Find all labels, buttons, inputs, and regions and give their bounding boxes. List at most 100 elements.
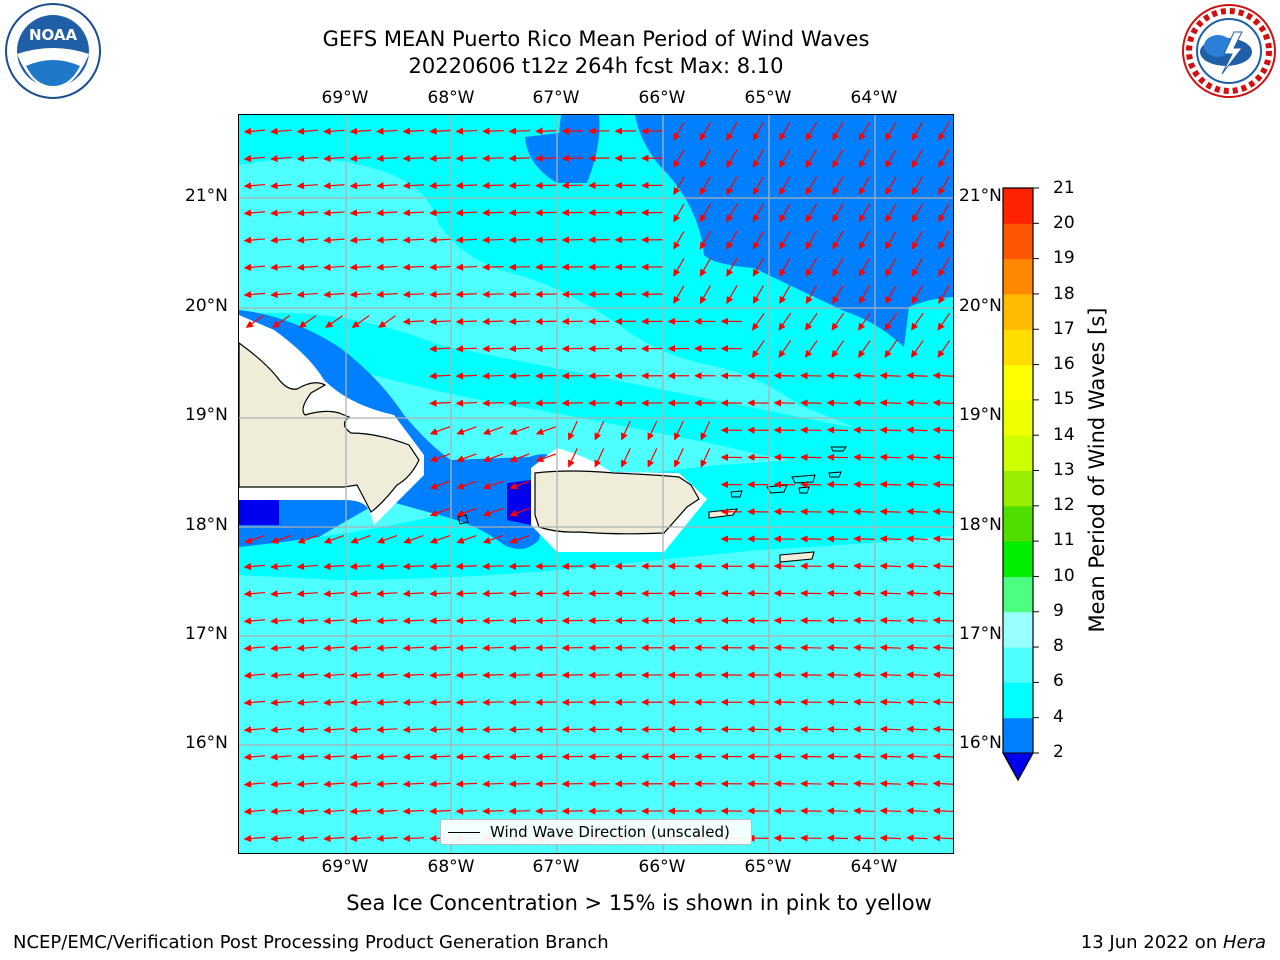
cbar-tick-4: 4 (1053, 707, 1064, 727)
map-panel (238, 114, 954, 854)
wind-wave-arrow-head (429, 263, 437, 271)
wind-wave-arrow-head (800, 399, 808, 407)
wind-wave-arrow-head (720, 752, 729, 761)
wind-wave-arrow-head (270, 562, 278, 571)
wind-wave-arrow-head (509, 509, 518, 517)
wind-wave-arrow-head (858, 241, 866, 250)
wind-wave-arrow-head (673, 295, 681, 305)
wind-wave-arrow-head (402, 671, 411, 679)
wind-wave-arrow-head (535, 671, 543, 679)
wind-wave-arrow-head (647, 432, 655, 441)
wind-wave-arrow-head (508, 181, 517, 190)
wind-wave-arrow-head (588, 589, 596, 598)
wind-wave-arrow-head (747, 616, 755, 625)
wind-wave-arrow-head (614, 372, 623, 380)
wind-wave-arrow-head (535, 372, 543, 380)
wind-wave-arrow-head (402, 182, 411, 190)
wind-wave-arrow-head (879, 752, 888, 761)
wind-wave-arrow-head (270, 590, 278, 598)
lat-label-right-21n: 21°N (959, 186, 1002, 206)
wind-wave-arrow-head (402, 209, 411, 217)
wind-wave-arrow-head (674, 459, 681, 468)
wind-wave-arrow-head (805, 295, 813, 305)
wind-wave-arrow-head (911, 295, 919, 305)
wind-wave-arrow-head (694, 644, 702, 652)
wind-wave-arrow-head (879, 780, 888, 788)
wind-wave-arrow-head (773, 399, 782, 407)
wind-wave-arrow-head (911, 187, 919, 196)
wind-wave-arrow-head (243, 182, 252, 190)
wind-wave-arrow-head (535, 589, 543, 598)
lat-label-right-16n: 16°N (959, 733, 1002, 753)
wind-wave-arrow-head (937, 349, 945, 358)
wind-wave-arrow-head (906, 426, 914, 434)
wind-wave-arrow-head (858, 132, 866, 141)
wind-wave-arrow-head (700, 459, 708, 468)
wind-wave-arrow-head (726, 132, 734, 141)
wind-wave-arrow-head (752, 241, 760, 250)
colorbar-label: Mean Period of Wind Waves [s] (1085, 307, 1109, 633)
wind-wave-arrow-head (402, 127, 411, 135)
wind-wave-arrow-head (747, 725, 755, 733)
wind-wave-arrow-head (752, 187, 760, 196)
wind-wave-arrow-head (429, 753, 437, 761)
wind-wave-arrow-head (429, 698, 437, 706)
wind-wave-arrow-head (429, 509, 438, 517)
wind-wave-arrow-head (561, 317, 570, 326)
wind-wave-arrow-head (270, 834, 278, 843)
wind-wave-arrow-head (402, 807, 411, 815)
wind-wave-arrow-head (482, 399, 490, 407)
wind-wave-arrow-head (614, 345, 623, 353)
colorbar-segment-10 (1003, 364, 1033, 401)
wind-wave-arrow-head (800, 644, 808, 652)
wind-wave-arrow-head (832, 159, 840, 169)
legend-label: Wind Wave Direction (unscaled) (490, 823, 730, 841)
wind-wave-arrow-head (720, 616, 729, 625)
wind-wave-arrow-head (773, 426, 782, 434)
wind-wave-arrow-head (699, 159, 707, 169)
wind-wave-arrow-head (508, 725, 517, 734)
wind-wave-arrow-head (726, 241, 734, 250)
wind-wave-arrow-head (561, 399, 570, 407)
wind-wave-arrow-head (641, 317, 649, 325)
wind-wave-arrow-head (508, 236, 517, 244)
wind-wave-arrow-head (800, 725, 808, 733)
wind-wave-arrow-head (376, 236, 384, 244)
wind-wave-arrow-head (857, 349, 866, 358)
wind-wave-arrow-head (561, 617, 570, 625)
wind-wave-arrow-head (800, 752, 808, 761)
wind-wave-arrow-head (561, 154, 570, 162)
wind-wave-arrow-head (508, 317, 517, 326)
wind-wave-arrow-head (800, 508, 808, 516)
wind-wave-arrow-head (482, 509, 491, 517)
wind-wave-arrow-head (298, 320, 307, 328)
wind-wave-arrow-head (296, 209, 305, 217)
colorbar-segment-11 (1003, 329, 1033, 366)
wind-wave-arrow-head (826, 480, 835, 489)
wind-wave-arrow-head (323, 154, 331, 163)
wind-wave-arrow-head (296, 834, 305, 843)
wind-wave-arrow-head (429, 209, 437, 217)
wind-wave-arrow-head (773, 780, 782, 788)
wind-wave-arrow-head (667, 780, 676, 788)
wind-wave-arrow-head (641, 698, 649, 706)
wind-wave-arrow-head (853, 399, 861, 407)
wind-wave-arrow-head (243, 698, 252, 707)
wind-wave-arrow-head (270, 127, 278, 135)
map-canvas (239, 115, 953, 853)
wind-wave-arrow-head (429, 807, 437, 815)
wind-wave-arrow-head (429, 345, 437, 353)
wind-wave-arrow-head (800, 426, 808, 434)
wind-wave-arrow-head (932, 399, 941, 407)
wind-wave-arrow-head (376, 209, 384, 217)
wind-wave-arrow-head (752, 159, 760, 169)
wind-wave-arrow-head (376, 537, 385, 544)
wind-wave-arrow-head (694, 399, 702, 407)
wind-wave-arrow-head (508, 263, 517, 271)
wind-wave-arrow-head (614, 807, 623, 815)
wind-wave-arrow-head (402, 780, 411, 788)
wind-wave-arrow-head (805, 132, 813, 141)
wind-wave-arrow-head (482, 482, 491, 490)
wind-wave-arrow-head (667, 671, 676, 679)
wind-wave-arrow-head (879, 725, 888, 733)
